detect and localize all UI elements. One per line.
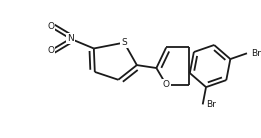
Text: Br: Br [251, 49, 261, 58]
Text: O: O [47, 22, 54, 31]
Text: S: S [121, 38, 127, 47]
Text: Br: Br [207, 100, 216, 109]
Text: O: O [163, 80, 170, 89]
Text: N: N [67, 34, 74, 43]
Text: O: O [47, 46, 54, 55]
